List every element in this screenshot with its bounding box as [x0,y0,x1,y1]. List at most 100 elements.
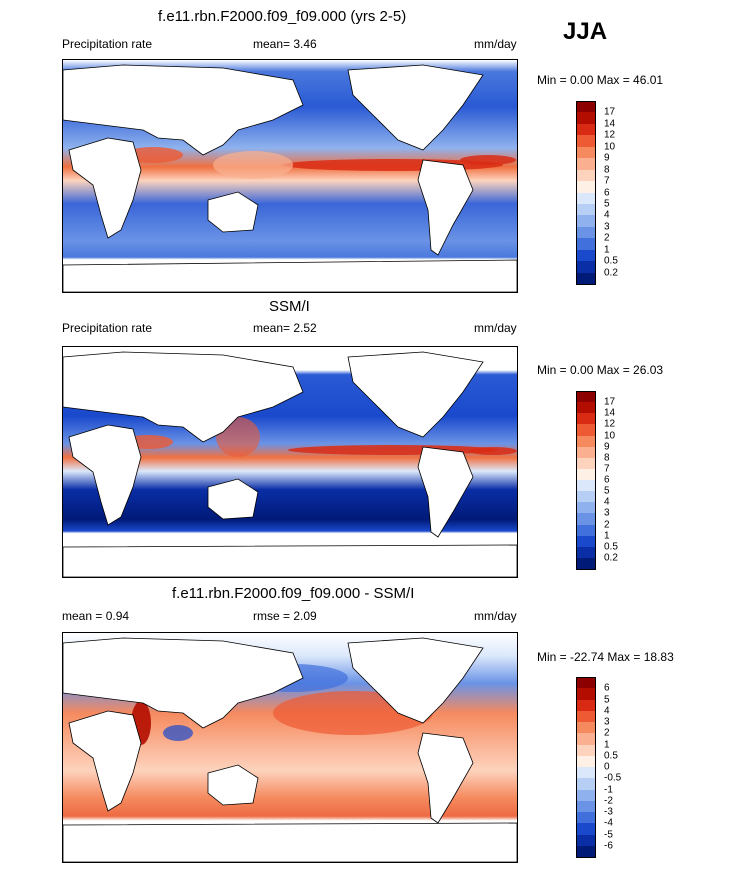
colorbar-tick-label: -6 [604,840,613,852]
colorbar-swatch [576,834,596,847]
panel1-land-eurasia [63,64,304,156]
colorbar-swatch [576,845,596,858]
colorbar-tick-label: 0.5 [604,750,618,762]
panel1-variable-label: Precipitation rate [62,37,153,51]
colorbar-swatch [576,800,596,813]
panel1-title: f.e11.rbn.F2000.f09_f09.000 (yrs 2-5) [158,8,407,25]
colorbar-swatch [576,249,596,262]
panel1-units-label: mm/day [474,37,517,51]
panel3-land-africa [68,710,142,812]
colorbar-swatch [576,446,596,459]
colorbar-tick-label: 10 [604,141,616,153]
season-label: JJA [563,18,608,45]
colorbar-tick-label: 4 [604,705,610,717]
panel3-title: f.e11.rbn.F2000.f09_f09.000 - SSM/I [172,585,415,602]
colorbar-swatch [576,480,596,492]
colorbar-tick-label: 3 [604,716,610,728]
colorbar-tick-label: 0 [604,761,610,773]
colorbar-tick-label: 14 [604,118,616,130]
colorbar-tick-label: 10 [604,430,616,441]
colorbar-tick-label: -2 [604,795,613,807]
colorbar-swatch [576,192,596,205]
colorbar-tick-label: 14 [604,407,616,419]
panel1-land-namerica [347,64,484,151]
panel2-land-australia [207,478,259,520]
panel1-land-samerica [417,159,474,256]
panel2-mean-label: mean= 2.52 [253,321,317,335]
panel3-minmax-label: Min = -22.74 Max = 18.83 [537,650,674,664]
colorbar-swatch [576,238,596,251]
panel2-colorbar [576,391,596,570]
colorbar-swatch [576,557,596,570]
colorbar-tick-label: 0.2 [604,552,618,564]
colorbar-tick-label: -5 [604,829,613,840]
colorbar-tick-label: 1 [604,530,610,542]
panel3-land-australia [207,764,259,806]
panel2-title: SSM/I [269,298,310,315]
panel2-land-antarctica [63,544,517,577]
panel3-mean-label: mean = 0.94 [62,609,130,623]
panel2-itcz-band [288,445,498,455]
colorbar-swatch [576,699,596,712]
panel1-map [62,59,518,293]
colorbar-swatch [576,710,596,723]
colorbar-swatch [576,457,596,470]
colorbar-tick-label: 17 [604,396,616,408]
panel3-map [62,632,518,863]
colorbar-swatch [576,823,596,835]
colorbar-swatch [576,744,596,757]
colorbar-tick-label: -1 [604,784,613,795]
colorbar-tick-label: -4 [604,817,613,829]
colorbar-swatch [576,812,596,824]
colorbar-tick-label: 2 [604,232,610,244]
colorbar-tick-label: 0.5 [604,541,618,553]
colorbar-swatch [576,535,596,548]
colorbar-swatch [576,146,596,159]
colorbar-swatch [576,546,596,559]
panel3-land-namerica [347,637,484,724]
panel2-atlantic-band [469,447,517,455]
colorbar-tick-label: 2 [604,727,610,739]
colorbar-tick-label: 5 [604,694,610,705]
colorbar-swatch [576,502,596,514]
colorbar-tick-label: 3 [604,221,610,233]
colorbar-swatch [576,215,596,228]
colorbar-swatch [576,789,596,802]
colorbar-tick-label: 9 [604,152,610,164]
colorbar-tick-label: 4 [604,209,610,221]
colorbar-swatch [576,677,596,689]
colorbar-swatch [576,778,596,790]
panel2-variable-label: Precipitation rate [62,321,153,335]
colorbar-swatch [576,435,596,448]
panel2-land-eurasia [63,351,304,443]
colorbar-swatch [576,203,596,216]
panel3-land-eurasia [63,637,304,729]
colorbar-swatch [576,524,596,537]
panel3-units-label: mm/day [474,609,517,623]
panel1-land-africa [68,137,142,239]
panel3-colorbar [576,677,596,858]
colorbar-tick-label: 4 [604,496,610,508]
panel1-land-antarctica [63,259,517,292]
colorbar-tick-label: 7 [604,175,610,187]
colorbar-tick-label: 3 [604,507,610,519]
colorbar-swatch [576,123,596,136]
colorbar-swatch [576,158,596,171]
colorbar-swatch [576,135,596,148]
colorbar-tick-label: 17 [604,106,616,118]
panel2-minmax-label: Min = 0.00 Max = 26.03 [537,363,664,377]
colorbar-swatch [576,513,596,525]
colorbar-tick-label: 8 [604,164,610,176]
colorbar-swatch [576,468,596,481]
panel1-minmax-label: Min = 0.00 Max = 46.01 [537,73,664,87]
colorbar-tick-label: 6 [604,474,610,486]
colorbar-tick-label: -3 [604,806,613,818]
colorbar-tick-label: 0.2 [604,267,618,279]
colorbar-tick-label: 1 [604,739,610,750]
colorbar-swatch [576,391,596,403]
colorbar-swatch [576,261,596,274]
colorbar-swatch [576,402,596,414]
panel1-warmpool [213,151,293,179]
colorbar-tick-label: 6 [604,682,610,694]
colorbar-tick-label: 6 [604,187,610,198]
